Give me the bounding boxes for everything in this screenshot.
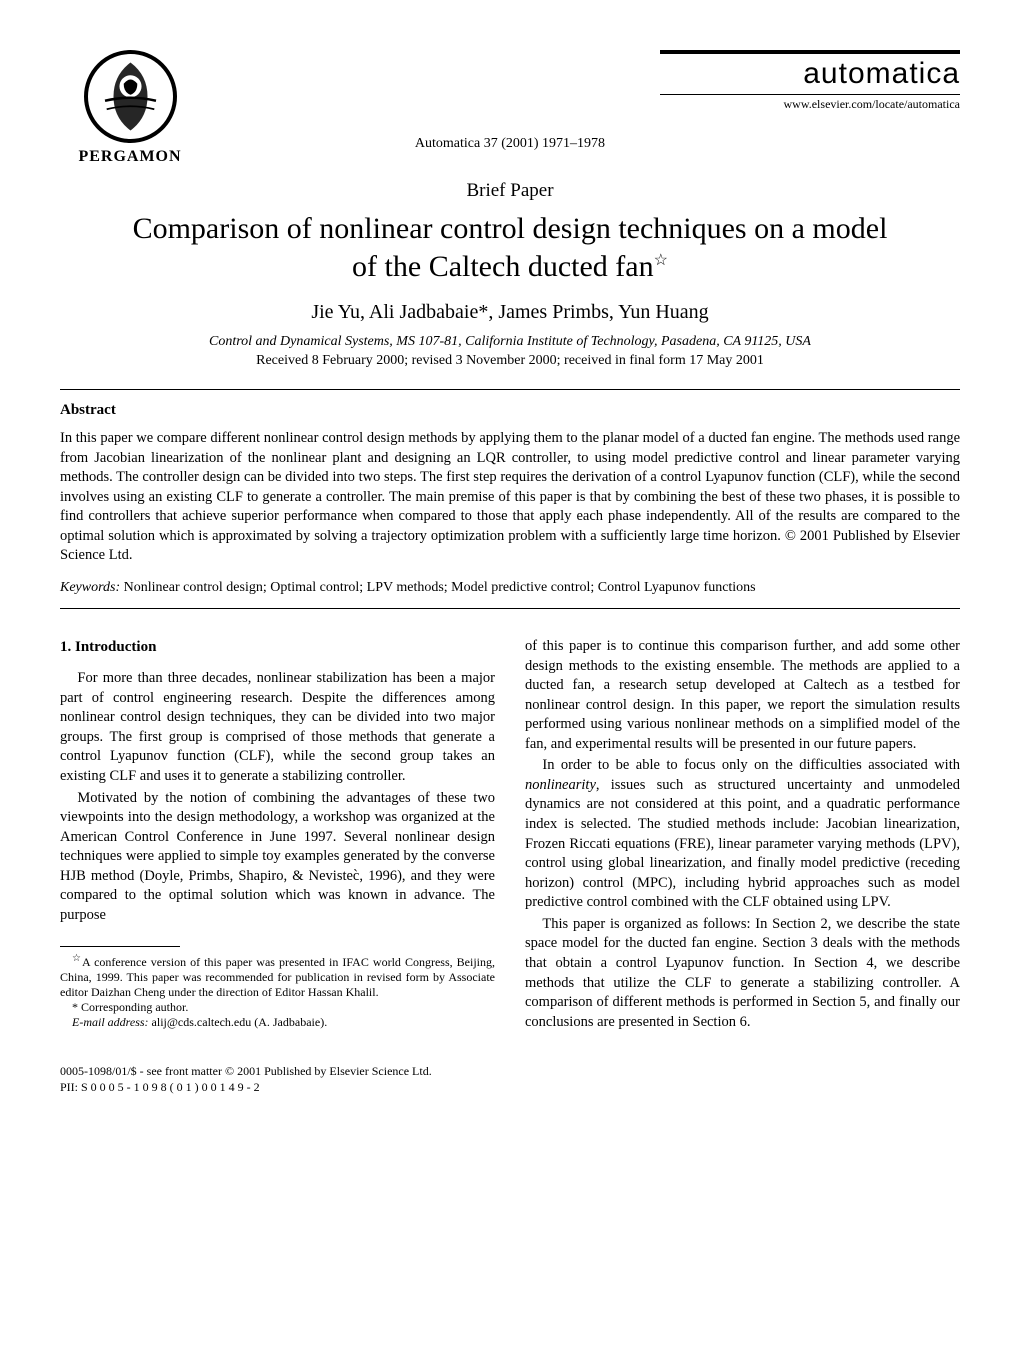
keywords-line: Keywords: Nonlinear control design; Opti… (60, 580, 960, 596)
publisher-logo-block: PERGAMON (60, 50, 200, 166)
footnote-email-text: alij@cds.caltech.edu (A. Jadbabaie). (149, 1015, 328, 1029)
title-line-1: Comparison of nonlinear control design t… (133, 212, 888, 245)
journal-url: www.elsevier.com/locate/automatica (660, 97, 960, 112)
right-column: of this paper is to continue this compar… (525, 637, 960, 1034)
affiliation: Control and Dynamical Systems, MS 107-81… (60, 334, 960, 350)
journal-title: automatica (660, 50, 960, 95)
title-line-2: of the Caltech ducted fan (352, 250, 654, 283)
footnote-conference: ☆A conference version of this paper was … (60, 953, 495, 1000)
two-column-body: 1. Introduction For more than three deca… (60, 637, 960, 1034)
title-note-symbol: ☆ (654, 252, 668, 269)
intro-para-1: For more than three decades, nonlinear s… (60, 669, 495, 786)
pii-line: PII: S 0 0 0 5 - 1 0 9 8 ( 0 1 ) 0 0 1 4… (60, 1080, 260, 1094)
authors: Jie Yu, Ali Jadbabaie*, James Primbs, Yu… (60, 301, 960, 324)
footnote-email: E-mail address: alij@cds.caltech.edu (A.… (60, 1015, 495, 1030)
intro-para-5: This paper is organized as follows: In S… (525, 915, 960, 1032)
footnote-separator (60, 946, 180, 947)
copyright-line: 0005-1098/01/$ - see front matter © 2001… (60, 1064, 432, 1078)
pergamon-logo-icon (84, 50, 177, 143)
intro-para-3: of this paper is to continue this compar… (525, 637, 960, 754)
footnote-corresponding: * Corresponding author. (60, 1000, 495, 1015)
publisher-name: PERGAMON (60, 148, 200, 166)
copyright-footer: 0005-1098/01/$ - see front matter © 2001… (60, 1064, 960, 1095)
keywords-text: Nonlinear control design; Optimal contro… (120, 580, 755, 595)
footnote-email-label: E-mail address: (72, 1015, 149, 1029)
abstract-body: In this paper we compare different nonli… (60, 429, 960, 566)
section-1-heading: 1. Introduction (60, 637, 495, 657)
footnote-conference-text: A conference version of this paper was p… (60, 955, 495, 999)
received-dates: Received 8 February 2000; revised 3 Nove… (60, 353, 960, 369)
intro-para-2: Motivated by the notion of combining the… (60, 789, 495, 926)
keywords-label: Keywords: (60, 580, 120, 595)
abstract-heading: Abstract (60, 402, 960, 419)
footnote-star-icon: ☆ (72, 953, 82, 964)
left-column: 1. Introduction For more than three deca… (60, 637, 495, 1034)
rule-top (60, 389, 960, 390)
intro-para-4: In order to be able to focus only on the… (525, 756, 960, 913)
page: PERGAMON automatica www.elsevier.com/loc… (0, 0, 1020, 1135)
paper-type-label: Brief Paper (60, 180, 960, 202)
journal-block: automatica www.elsevier.com/locate/autom… (660, 50, 960, 112)
rule-bottom (60, 608, 960, 609)
paper-title: Comparison of nonlinear control design t… (60, 210, 960, 285)
